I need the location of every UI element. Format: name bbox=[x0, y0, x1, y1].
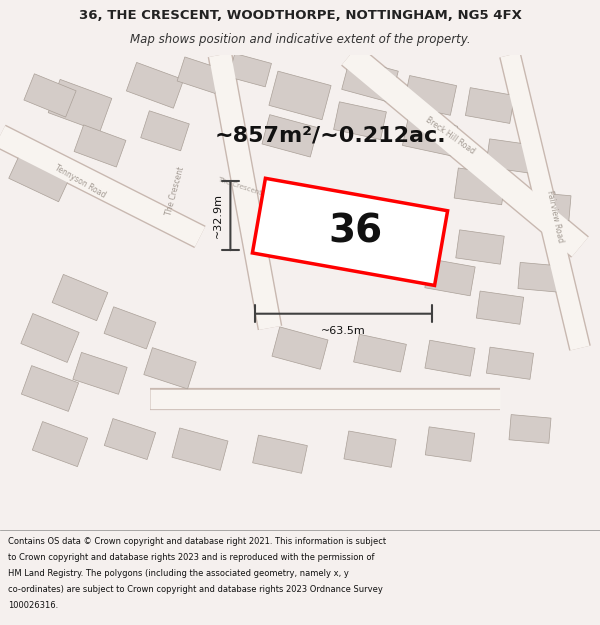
Text: to Crown copyright and database rights 2023 and is reproduced with the permissio: to Crown copyright and database rights 2… bbox=[8, 553, 374, 562]
Text: Map shows position and indicative extent of the property.: Map shows position and indicative extent… bbox=[130, 33, 470, 46]
Polygon shape bbox=[24, 74, 76, 117]
Polygon shape bbox=[177, 57, 223, 94]
Polygon shape bbox=[466, 88, 515, 123]
Text: Tennyson Road: Tennyson Road bbox=[53, 163, 107, 199]
Polygon shape bbox=[344, 431, 396, 468]
Polygon shape bbox=[425, 427, 475, 461]
Polygon shape bbox=[52, 274, 108, 321]
Text: 36: 36 bbox=[328, 213, 382, 251]
Polygon shape bbox=[22, 366, 79, 411]
Text: ~63.5m: ~63.5m bbox=[321, 326, 366, 336]
Polygon shape bbox=[454, 168, 506, 205]
Polygon shape bbox=[48, 79, 112, 132]
Polygon shape bbox=[272, 327, 328, 369]
Text: ~32.9m: ~32.9m bbox=[212, 193, 223, 238]
Polygon shape bbox=[229, 54, 271, 87]
Polygon shape bbox=[425, 259, 475, 296]
Polygon shape bbox=[127, 62, 184, 108]
Polygon shape bbox=[104, 419, 156, 459]
Polygon shape bbox=[269, 71, 331, 120]
Polygon shape bbox=[21, 314, 79, 362]
Text: 100026316.: 100026316. bbox=[8, 601, 58, 610]
Polygon shape bbox=[141, 111, 189, 151]
Text: ~857m²/~0.212ac.: ~857m²/~0.212ac. bbox=[214, 126, 446, 146]
Polygon shape bbox=[172, 428, 228, 471]
Polygon shape bbox=[334, 102, 386, 139]
Polygon shape bbox=[456, 230, 504, 264]
Text: co-ordinates) are subject to Crown copyright and database rights 2023 Ordnance S: co-ordinates) are subject to Crown copyr… bbox=[8, 585, 383, 594]
Polygon shape bbox=[253, 435, 307, 473]
Text: 36, THE CRESCENT, WOODTHORPE, NOTTINGHAM, NG5 4FX: 36, THE CRESCENT, WOODTHORPE, NOTTINGHAM… bbox=[79, 9, 521, 22]
Polygon shape bbox=[353, 334, 406, 372]
Polygon shape bbox=[403, 116, 458, 156]
Polygon shape bbox=[253, 178, 448, 286]
Polygon shape bbox=[9, 151, 71, 202]
Polygon shape bbox=[509, 414, 551, 443]
Polygon shape bbox=[487, 347, 533, 379]
Polygon shape bbox=[476, 291, 524, 324]
Text: The Crescent: The Crescent bbox=[164, 166, 186, 217]
Text: Breck Hill Road: Breck Hill Road bbox=[424, 116, 476, 156]
Polygon shape bbox=[73, 352, 127, 394]
Polygon shape bbox=[262, 114, 318, 157]
Polygon shape bbox=[529, 192, 571, 221]
Polygon shape bbox=[32, 421, 88, 467]
Polygon shape bbox=[144, 348, 196, 389]
Text: The Crescent: The Crescent bbox=[217, 176, 263, 196]
Polygon shape bbox=[74, 125, 126, 167]
Text: Contains OS data © Crown copyright and database right 2021. This information is : Contains OS data © Crown copyright and d… bbox=[8, 537, 386, 546]
Polygon shape bbox=[425, 340, 475, 376]
Polygon shape bbox=[518, 262, 562, 292]
Polygon shape bbox=[486, 139, 534, 173]
Polygon shape bbox=[342, 58, 398, 102]
Polygon shape bbox=[104, 307, 156, 349]
Text: Fairview Road: Fairview Road bbox=[545, 190, 565, 244]
Text: HM Land Registry. The polygons (including the associated geometry, namely x, y: HM Land Registry. The polygons (includin… bbox=[8, 569, 349, 578]
Polygon shape bbox=[403, 76, 457, 115]
